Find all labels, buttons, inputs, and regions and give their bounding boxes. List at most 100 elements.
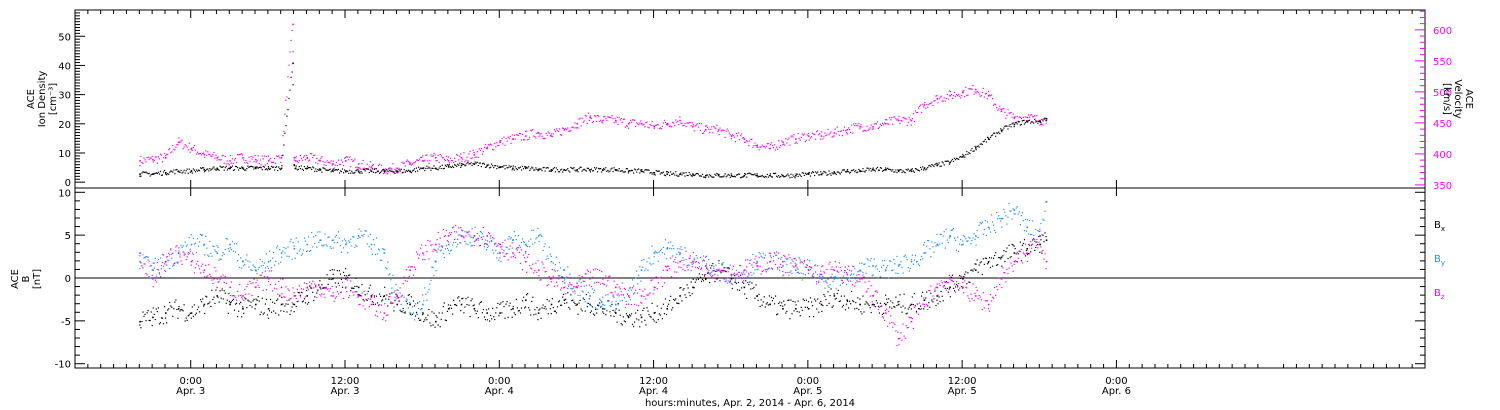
density-series-point (246, 167, 248, 170)
density-series-point (663, 174, 666, 176)
density-series-point (1027, 120, 1030, 122)
bx-series-point (322, 287, 324, 290)
by-series-point (431, 266, 433, 268)
density-series-point (266, 169, 269, 171)
by-series-point (145, 255, 147, 258)
velocity-series-point (927, 106, 929, 108)
by-series-point (640, 280, 642, 282)
by-series-point (234, 251, 237, 253)
velocity-series-point (610, 117, 612, 119)
bz-series-point (911, 317, 913, 320)
by-series-point (635, 277, 637, 279)
bz-series-point (706, 263, 708, 265)
density-series-point (587, 167, 589, 170)
bz-series-point (828, 263, 830, 265)
density-series-point (847, 171, 850, 173)
by-series-point (157, 258, 159, 261)
by-series-point (508, 236, 510, 238)
by-series (139, 200, 1048, 321)
bz-series-point (677, 262, 679, 264)
bz-series-point (615, 277, 617, 279)
bz-series-point (965, 286, 967, 288)
by-series-point (1001, 226, 1003, 228)
bz-series-point (580, 285, 582, 288)
by-series-point (375, 237, 378, 239)
velocity-series-point (520, 139, 523, 141)
by-series-point (648, 257, 650, 259)
velocity-series-point (462, 158, 464, 160)
density-series-point (666, 171, 669, 173)
bz-series-point (967, 295, 969, 297)
density-series-point (276, 166, 278, 168)
by-series-point (151, 269, 153, 271)
bx-series-point (1014, 247, 1016, 250)
bz-series-point (229, 286, 231, 289)
bx-series-point (422, 312, 424, 314)
density-series-point (184, 172, 186, 174)
by-series-point (331, 239, 333, 242)
by-series-point (545, 258, 547, 260)
density-series-point (807, 173, 810, 176)
density-series-point (728, 174, 730, 176)
bz-series-point (608, 276, 610, 278)
by-series-point (509, 238, 511, 240)
bx-series-point (558, 300, 561, 302)
bz-series-point (497, 244, 499, 246)
bz-series-point (899, 337, 901, 339)
velocity-series-point (602, 119, 604, 122)
bz-series-point (861, 278, 863, 280)
density-series-point (727, 173, 729, 176)
velocity-series-point (294, 160, 297, 162)
by-series-point (224, 248, 226, 251)
density-series-point (1013, 126, 1015, 128)
bz-series-point (660, 276, 662, 279)
by-series-point (338, 237, 341, 239)
velocity-series-point (389, 167, 391, 169)
density-series-point (336, 169, 338, 171)
bz-series-point (277, 293, 279, 295)
velocity-series-point (167, 153, 169, 155)
bx-series-point (347, 277, 349, 279)
velocity-tick-label: 500 (1433, 88, 1452, 99)
by-series-point (779, 269, 781, 271)
density-series-point (744, 172, 746, 175)
bx-series-point (869, 307, 871, 309)
velocity-series-point (869, 127, 871, 129)
density-series-point (521, 165, 524, 167)
bx-series-point (376, 302, 379, 304)
velocity-series-point (686, 122, 688, 124)
bx-series-point (372, 303, 374, 306)
density-series-point (867, 167, 869, 169)
bx-series-point (412, 300, 415, 302)
by-series-point (847, 280, 850, 282)
density-series-point (921, 168, 923, 170)
bx-series-point (771, 300, 774, 302)
by-series-point (479, 231, 481, 233)
density-series-point (280, 169, 282, 171)
velocity-series-point (224, 155, 226, 158)
bz-series-point (749, 262, 751, 265)
density-series-point (325, 169, 327, 171)
bz-series-point (355, 291, 357, 293)
density-series-point (152, 173, 154, 175)
time-tick-label: 0:00 (797, 376, 819, 387)
bz-series-point (996, 286, 998, 288)
bx-series-point (922, 291, 924, 293)
bz-series-point (176, 245, 178, 247)
density-series-point (810, 172, 813, 174)
bx-series-point (643, 307, 645, 309)
bx-series-point (286, 311, 288, 313)
density-series-point (967, 153, 969, 155)
by-series-point (913, 259, 915, 261)
by-series-point (1039, 228, 1041, 230)
density-series-point (372, 171, 374, 173)
bz-series-point (968, 297, 970, 299)
density-series-point (288, 97, 290, 100)
bz-series-point (156, 261, 158, 264)
bx-series-point (293, 311, 295, 313)
bz-series-point (463, 237, 465, 239)
by-series-point (829, 284, 831, 286)
bz-series-point (945, 289, 947, 291)
velocity-series-point (442, 156, 444, 158)
velocity-series-point (953, 91, 956, 94)
